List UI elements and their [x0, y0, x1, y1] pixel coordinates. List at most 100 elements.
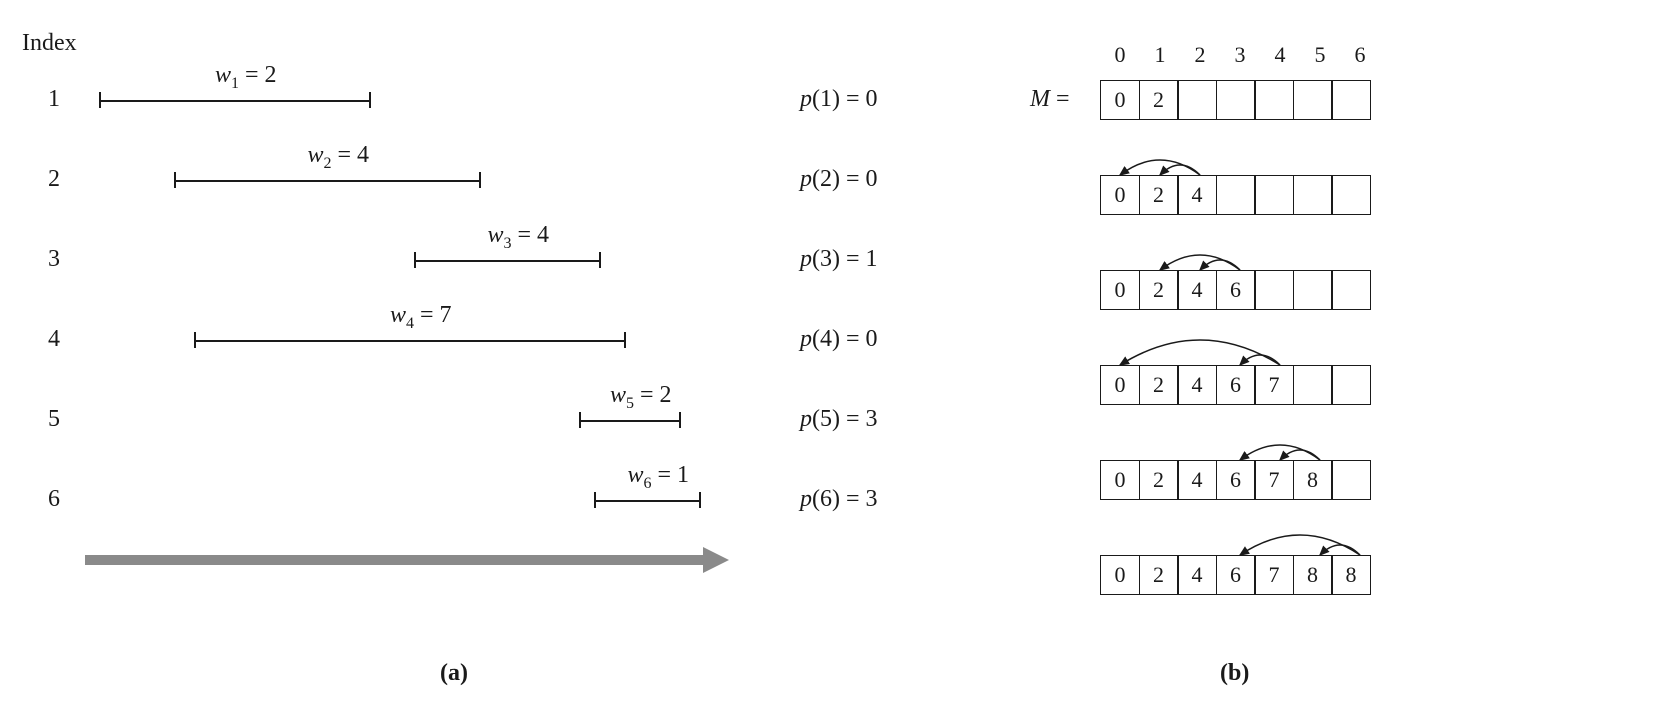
- interval-cap: [594, 492, 596, 508]
- memo-cell: [1331, 270, 1371, 310]
- sublabel-a: (a): [440, 660, 468, 687]
- p-label: p(6) = 3: [800, 486, 878, 513]
- column-header: 5: [1300, 42, 1340, 68]
- m-equals-label: M =: [1030, 86, 1070, 113]
- time-axis-arrowhead: [703, 547, 729, 573]
- memo-cell: [1216, 175, 1256, 215]
- interval-cap: [599, 252, 601, 268]
- memo-array-row: 02: [1100, 80, 1371, 120]
- memo-array-row: 0246: [1100, 270, 1371, 310]
- p-label: p(2) = 0: [800, 166, 878, 193]
- row-index: 3: [48, 246, 60, 273]
- weight-label: w6 = 1: [628, 462, 690, 493]
- memo-cell: 0: [1100, 270, 1140, 310]
- memo-array-row: 024: [1100, 175, 1371, 215]
- memo-cell: 2: [1139, 555, 1179, 595]
- time-axis-arrow: [85, 555, 705, 565]
- dependency-arrow: [1160, 165, 1200, 175]
- memo-cell: 2: [1139, 80, 1179, 120]
- dependency-arrow: [1280, 450, 1320, 460]
- memo-cell: 4: [1177, 270, 1217, 310]
- interval-cap: [99, 92, 101, 108]
- memo-cell: 2: [1139, 460, 1179, 500]
- dependency-arrow: [1240, 355, 1280, 365]
- interval-bar: [580, 420, 680, 422]
- dependency-arrows: [1100, 405, 1380, 465]
- memo-cell: 8: [1331, 555, 1371, 595]
- column-header: 2: [1180, 42, 1220, 68]
- row-index: 5: [48, 406, 60, 433]
- interval-cap: [369, 92, 371, 108]
- memo-cell: 0: [1100, 175, 1140, 215]
- memo-cell: [1293, 365, 1333, 405]
- dependency-arrow: [1240, 445, 1320, 460]
- interval-bar: [595, 500, 700, 502]
- interval-cap: [579, 412, 581, 428]
- memo-cell: 4: [1177, 365, 1217, 405]
- memo-cell: 8: [1293, 555, 1333, 595]
- interval-cap: [624, 332, 626, 348]
- row-index: 4: [48, 326, 60, 353]
- memo-cell: 6: [1216, 365, 1256, 405]
- interval-bar: [175, 180, 480, 182]
- weight-label: w5 = 2: [610, 382, 672, 413]
- memo-cell: 0: [1100, 365, 1140, 405]
- memo-cell: 2: [1139, 175, 1179, 215]
- column-header: 0: [1100, 42, 1140, 68]
- interval-cap: [479, 172, 481, 188]
- column-headers: 0123456: [1100, 42, 1380, 68]
- dependency-arrow: [1120, 160, 1200, 175]
- column-header: 1: [1140, 42, 1180, 68]
- dependency-arrows: [1100, 215, 1380, 275]
- memo-cell: [1254, 270, 1294, 310]
- interval-cap: [679, 412, 681, 428]
- index-header: Index: [22, 30, 77, 57]
- dependency-arrow: [1200, 260, 1240, 270]
- panel-b: M = 0123456 020240246024670246780246788 …: [980, 20, 1644, 630]
- m-eq: =: [1056, 86, 1070, 112]
- memo-cell: [1331, 175, 1371, 215]
- column-header: 6: [1340, 42, 1380, 68]
- memo-cell: 2: [1139, 270, 1179, 310]
- interval-cap: [699, 492, 701, 508]
- dependency-arrow: [1120, 340, 1280, 365]
- figure-container: Index 1w1 = 2p(1) = 02w2 = 4p(2) = 03w3 …: [20, 20, 1644, 694]
- memo-cell: [1331, 365, 1371, 405]
- column-header: 3: [1220, 42, 1260, 68]
- interval-bar: [195, 340, 625, 342]
- dependency-arrow: [1320, 545, 1360, 555]
- memo-cell: 7: [1254, 555, 1294, 595]
- weight-label: w1 = 2: [215, 62, 277, 93]
- weight-label: w2 = 4: [308, 142, 370, 173]
- memo-cell: 4: [1177, 555, 1217, 595]
- memo-array-row: 0246788: [1100, 555, 1371, 595]
- interval-bar: [415, 260, 600, 262]
- memo-cell: [1177, 80, 1217, 120]
- weight-label: w4 = 7: [390, 302, 452, 333]
- memo-cell: 0: [1100, 460, 1140, 500]
- dependency-arrow: [1240, 535, 1360, 555]
- memo-cell: 7: [1254, 460, 1294, 500]
- p-label: p(1) = 0: [800, 86, 878, 113]
- memo-cell: 8: [1293, 460, 1333, 500]
- interval-cap: [174, 172, 176, 188]
- p-label: p(3) = 1: [800, 246, 878, 273]
- p-label: p(5) = 3: [800, 406, 878, 433]
- row-index: 1: [48, 86, 60, 113]
- memo-cell: [1293, 270, 1333, 310]
- memo-cell: [1331, 80, 1371, 120]
- dependency-arrows: [1100, 120, 1380, 180]
- memo-cell: 2: [1139, 365, 1179, 405]
- memo-cell: 7: [1254, 365, 1294, 405]
- row-index: 2: [48, 166, 60, 193]
- memo-cell: 4: [1177, 460, 1217, 500]
- column-header: 4: [1260, 42, 1300, 68]
- interval-cap: [194, 332, 196, 348]
- memo-array-row: 024678: [1100, 460, 1371, 500]
- p-label: p(4) = 0: [800, 326, 878, 353]
- memo-cell: 6: [1216, 460, 1256, 500]
- memo-cell: [1293, 80, 1333, 120]
- memo-cell: [1293, 175, 1333, 215]
- memo-cell: [1254, 175, 1294, 215]
- memo-cell: [1331, 460, 1371, 500]
